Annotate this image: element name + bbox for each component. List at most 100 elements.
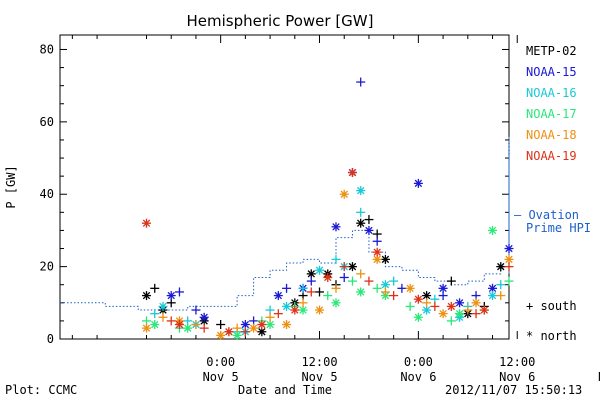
- marker-north-noaa-15: [166, 291, 176, 301]
- marker-stroke: [373, 255, 381, 264]
- marker-stroke: [455, 309, 464, 318]
- marker-stroke: [233, 331, 241, 340]
- marker-stroke: [357, 186, 365, 195]
- marker-stroke: [365, 226, 373, 235]
- marker-stroke: [447, 302, 456, 311]
- x-axis-label: Date and Time: [238, 383, 332, 397]
- marker-south-noaa-15: [282, 283, 292, 293]
- marker-stroke: [142, 291, 151, 300]
- marker-north-noaa-15: [199, 312, 209, 322]
- marker-stroke: [241, 320, 250, 329]
- marker-south-noaa-16: [298, 283, 308, 293]
- marker-north-noaa-18: [282, 320, 292, 330]
- marker-north-noaa-15: [438, 283, 448, 293]
- marker-stroke: [497, 262, 505, 271]
- legend-entry-metp-02: METP-02: [526, 44, 577, 58]
- marker-south-noaa-19: [199, 323, 209, 333]
- marker-north-noaa-19: [347, 168, 357, 178]
- marker-north-noaa-19: [224, 327, 234, 337]
- marker-south-noaa-17: [347, 276, 357, 286]
- ovation-step-line: [60, 136, 510, 311]
- legend-entry-noaa-15: NOAA-15: [526, 65, 577, 79]
- legend-entry-noaa-17: NOAA-17: [526, 107, 577, 121]
- marker-stroke: [151, 320, 159, 329]
- marker-south-noaa-18: [298, 298, 308, 308]
- marker-south-metp-02: [315, 287, 325, 297]
- marker-north-noaa-17: [356, 287, 366, 297]
- marker-stroke: [348, 262, 357, 271]
- marker-north-noaa-19: [446, 301, 456, 311]
- legend-entry-noaa-16: NOAA-16: [526, 86, 577, 100]
- y-axis-label: P [GW]: [4, 165, 18, 208]
- marker-north-noaa-17: [488, 225, 498, 235]
- y-tick-label: 40: [40, 187, 54, 201]
- marker-stroke: [200, 313, 208, 321]
- marker-south-noaa-17: [372, 283, 382, 293]
- marker-stroke: [373, 248, 381, 256]
- legend-entry-ovation: — Ovation: [514, 208, 579, 222]
- marker-stroke: [488, 284, 497, 293]
- marker-south-noaa-19: [339, 262, 349, 272]
- legend-entry-noaa-19: NOAA-19: [526, 149, 577, 163]
- marker-north-noaa-15: [331, 222, 341, 232]
- x-tick-label-date: Nov 6: [400, 370, 436, 384]
- marker-north-noaa-15: [364, 225, 374, 235]
- marker-stroke: [488, 226, 497, 235]
- x-tick-label-date: Nov 6: [499, 370, 535, 384]
- marker-north-metp-02: [142, 291, 152, 301]
- marker-south-noaa-18: [496, 291, 506, 301]
- marker-north-noaa-15: [273, 291, 283, 301]
- marker-north-noaa-19: [174, 320, 184, 330]
- marker-stroke: [406, 284, 414, 293]
- marker-stroke: [332, 223, 340, 231]
- marker-north-noaa-17: [183, 323, 193, 333]
- marker-north-noaa-17: [455, 309, 465, 319]
- marker-south-noaa-16: [356, 207, 366, 217]
- y-axis: 0 20 40 60 80: [40, 42, 509, 346]
- marker-north-noaa-17: [298, 305, 308, 315]
- marker-south-noaa-18: [191, 320, 201, 330]
- marker-north-noaa-19: [372, 247, 382, 257]
- marker-north-noaa-18: [315, 305, 325, 315]
- marker-north-noaa-19: [323, 272, 333, 282]
- marker-south-noaa-15: [339, 272, 349, 282]
- marker-south-noaa-15: [191, 305, 201, 315]
- marker-north-noaa-17: [413, 312, 423, 322]
- marker-north-noaa-16: [488, 291, 498, 301]
- marker-stroke: [258, 320, 266, 329]
- marker-north-noaa-16: [282, 301, 292, 311]
- marker-south-noaa-19: [471, 309, 481, 319]
- marker-north-metp-02: [380, 254, 390, 264]
- marker-south-noaa-17: [405, 301, 415, 311]
- marker-stroke: [274, 291, 283, 300]
- marker-north-noaa-18: [249, 323, 259, 333]
- marker-stroke: [357, 288, 365, 296]
- marker-stroke: [315, 306, 324, 314]
- marker-north-noaa-19: [479, 305, 489, 315]
- marker-stroke: [340, 190, 348, 198]
- marker-stroke: [159, 302, 167, 311]
- marker-north-noaa-16: [158, 301, 168, 311]
- marker-stroke: [381, 255, 390, 264]
- marker-stroke: [249, 324, 258, 332]
- marker-stroke: [505, 244, 513, 253]
- legend-entry-ovation-cont: Prime HPI: [526, 221, 591, 235]
- marker-stroke: [357, 219, 365, 227]
- marker-stroke: [414, 313, 423, 321]
- marker-north-noaa-19: [142, 218, 152, 228]
- marker-stroke: [142, 219, 151, 227]
- marker-stroke: [480, 306, 488, 314]
- marker-north-noaa-17: [150, 320, 160, 330]
- marker-stroke: [439, 284, 447, 293]
- marker-stroke: [472, 299, 480, 307]
- marker-south-noaa-19: [430, 301, 440, 311]
- marker-north-metp-02: [257, 327, 267, 337]
- marker-south-noaa-19: [240, 327, 250, 337]
- marker-stroke: [324, 273, 332, 282]
- marker-south-noaa-18: [380, 287, 390, 297]
- marker-north-noaa-18: [216, 330, 226, 340]
- marker-south-noaa-18: [158, 312, 168, 322]
- marker-south-metp-02: [446, 276, 456, 286]
- marker-stroke: [422, 291, 431, 300]
